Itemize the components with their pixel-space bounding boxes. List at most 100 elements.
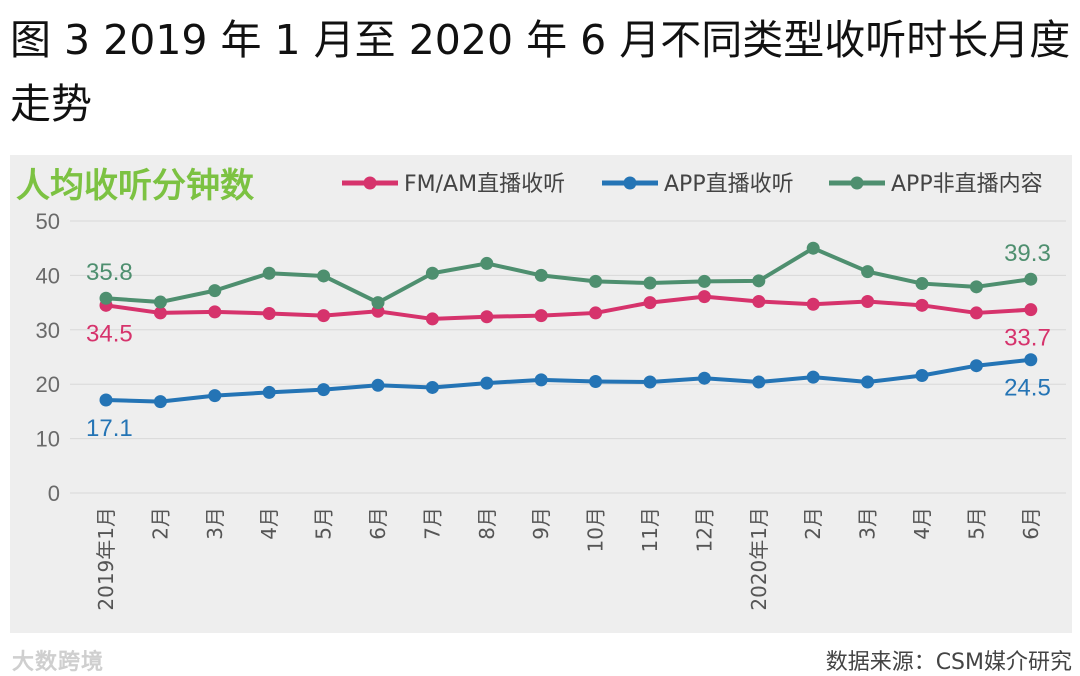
x-tick-label: 2月 (148, 507, 172, 540)
data-label: 35.8 (86, 259, 133, 286)
data-point (208, 284, 222, 298)
data-label: 39.3 (1004, 240, 1051, 267)
data-label: 34.5 (86, 320, 133, 347)
data-point (969, 306, 983, 320)
data-point (480, 310, 494, 324)
data-point (861, 265, 875, 279)
data-point (99, 291, 113, 305)
x-tick-label: 11月 (638, 507, 662, 552)
data-point (915, 368, 929, 382)
y-tick-label: 20 (36, 372, 60, 397)
series-line (105, 357, 1032, 404)
data-point (480, 256, 494, 270)
x-tick-label: 10月 (584, 507, 608, 552)
data-point (915, 277, 929, 291)
data-point (697, 274, 711, 288)
data-point (589, 274, 603, 288)
data-point (697, 371, 711, 385)
data-point (317, 269, 331, 283)
data-point (697, 290, 711, 304)
data-point (752, 274, 766, 288)
data-point (153, 295, 167, 309)
y-tick-label: 30 (36, 318, 60, 343)
data-point (262, 266, 276, 280)
data-point (643, 375, 657, 389)
chart-panel: 0 10 20 30 40 50 2019年1月 2月 3月 4月 5月 6月 7月 8月 9月 10月 11… (10, 155, 1072, 633)
x-tick-label: 4月 (910, 507, 934, 540)
data-point (208, 389, 222, 403)
data-point (643, 296, 657, 310)
legend-label: FM/AM直播收听 (404, 172, 565, 197)
x-tick-label: 3月 (203, 507, 227, 540)
data-point (589, 374, 603, 388)
data-point (806, 241, 820, 255)
metric-label: 人均收听分钟数 (16, 166, 254, 206)
data-point (262, 306, 276, 320)
data-point (1024, 272, 1038, 286)
y-tick-label: 10 (36, 427, 60, 452)
data-point (643, 276, 657, 290)
data-label: 24.5 (1004, 375, 1051, 402)
y-axis-ticks: 0 10 20 30 40 50 (36, 209, 60, 506)
data-point (425, 266, 439, 280)
data-point (752, 295, 766, 309)
source-note: 数据来源：CSM媒介研究 (825, 650, 1072, 675)
data-label: 17.1 (86, 415, 133, 442)
x-axis-ticks: 2019年1月 2月 3月 4月 5月 6月 7月 8月 9月 10月 11月 12月 2020年1月 2… (94, 507, 1043, 611)
data-point (317, 383, 331, 397)
data-point (425, 380, 439, 394)
data-point (969, 280, 983, 294)
watermark: 大数跨境 (12, 650, 105, 675)
data-point (425, 312, 439, 326)
series-2 (99, 353, 1038, 409)
figure-title: 图 3 2019 年 1 月至 2020 年 6 月不同类型收听时长月度走势 (10, 16, 1071, 128)
data-point (317, 309, 331, 323)
data-point (806, 297, 820, 311)
legend-swatch-marker (850, 176, 864, 190)
data-point (371, 378, 385, 392)
legend-label: APP直播收听 (664, 172, 794, 197)
series-group (99, 241, 1038, 409)
x-tick-label: 2019年1月 (94, 507, 118, 611)
series-3 (99, 241, 1038, 310)
x-tick-label: 7月 (420, 507, 444, 540)
grid-lines (70, 220, 1066, 494)
x-tick-label: 6月 (366, 507, 390, 540)
data-point (208, 305, 222, 319)
data-point (589, 306, 603, 320)
data-point (969, 359, 983, 373)
data-point (262, 385, 276, 399)
x-tick-label: 8月 (475, 507, 499, 540)
line-chart: 0 10 20 30 40 50 2019年1月 2月 3月 4月 5月 6月 7月 8月 9月 10月 11… (16, 166, 1066, 611)
x-tick-label: 2020年1月 (747, 507, 771, 611)
data-point (534, 309, 548, 323)
legend-label: APP非直播内容 (891, 172, 1043, 197)
legend-swatch-marker (363, 176, 377, 190)
data-point (371, 296, 385, 310)
x-tick-label: 2月 (801, 507, 825, 540)
data-point (861, 375, 875, 389)
series-line (105, 294, 1031, 321)
x-tick-label: 9月 (529, 507, 553, 540)
x-tick-label: 4月 (257, 507, 281, 540)
data-point (153, 306, 167, 320)
data-point (806, 370, 820, 384)
data-point (534, 268, 548, 282)
data-point (752, 375, 766, 389)
legend-swatch-marker (623, 176, 637, 190)
data-point (534, 373, 548, 387)
data-point (153, 395, 167, 409)
legend: FM/AM直播收听 APP直播收听 APP非直播内容 (342, 172, 1043, 197)
x-tick-label: 12月 (692, 507, 716, 552)
data-point (99, 393, 113, 407)
y-tick-label: 50 (36, 209, 60, 234)
data-label: 33.7 (1004, 325, 1051, 352)
data-point (861, 295, 875, 309)
data-point (1024, 353, 1038, 367)
series-line (105, 246, 1032, 305)
data-point (480, 376, 494, 390)
x-tick-label: 3月 (856, 507, 880, 540)
x-tick-label: 5月 (312, 507, 336, 540)
x-tick-label: 5月 (964, 507, 988, 540)
series-1 (99, 290, 1038, 326)
